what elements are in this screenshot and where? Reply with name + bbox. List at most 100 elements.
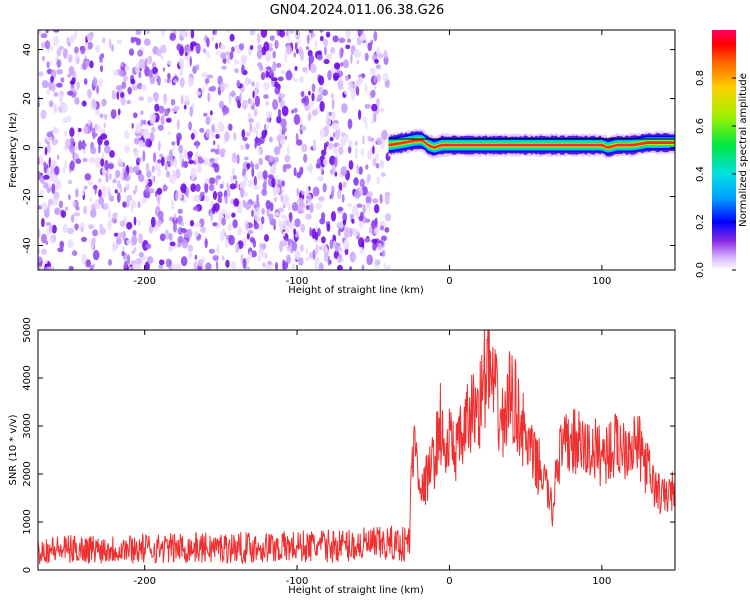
noise-speck bbox=[268, 136, 273, 143]
noise-speck bbox=[214, 30, 218, 36]
noise-speck bbox=[121, 81, 127, 89]
noise-speck bbox=[95, 156, 102, 168]
noise-speck bbox=[109, 150, 115, 158]
noise-speck bbox=[334, 157, 338, 168]
noise-speck bbox=[314, 231, 319, 241]
noise-speck bbox=[286, 254, 291, 264]
noise-speck bbox=[204, 182, 209, 194]
noise-speck bbox=[284, 154, 291, 163]
noise-speck bbox=[180, 228, 187, 233]
noise-speck bbox=[254, 137, 260, 144]
noise-speck bbox=[46, 61, 50, 69]
noise-speck bbox=[252, 185, 260, 190]
noise-speck bbox=[101, 185, 107, 192]
noise-speck bbox=[60, 210, 67, 218]
noise-speck bbox=[359, 178, 365, 188]
noise-speck bbox=[357, 51, 362, 58]
noise-speck bbox=[84, 43, 89, 49]
noise-speck bbox=[371, 103, 378, 112]
noise-speck bbox=[237, 227, 243, 236]
noise-speck bbox=[356, 164, 360, 175]
noise-speck bbox=[232, 219, 238, 229]
noise-speck bbox=[116, 39, 123, 45]
noise-speck bbox=[73, 146, 79, 151]
noise-speck bbox=[211, 123, 216, 133]
noise-speck bbox=[204, 78, 210, 84]
noise-speck bbox=[49, 46, 54, 51]
noise-speck bbox=[57, 154, 60, 160]
noise-speck bbox=[376, 47, 381, 56]
noise-speck bbox=[305, 204, 310, 211]
noise-speck bbox=[103, 122, 107, 129]
noise-speck bbox=[112, 179, 117, 184]
noise-speck bbox=[256, 193, 259, 204]
noise-speck bbox=[257, 44, 263, 52]
noise-speck bbox=[43, 161, 47, 167]
noise-speck bbox=[135, 122, 142, 134]
noise-speck bbox=[295, 30, 301, 40]
noise-speck bbox=[82, 188, 85, 196]
noise-speck bbox=[282, 259, 286, 270]
noise-speck bbox=[282, 164, 287, 173]
noise-speck bbox=[252, 90, 255, 99]
noise-speck bbox=[272, 99, 279, 110]
noise-speck bbox=[184, 94, 189, 103]
noise-speck bbox=[264, 234, 269, 242]
noise-speck bbox=[173, 78, 177, 84]
noise-speck bbox=[332, 164, 336, 175]
noise-speck bbox=[326, 223, 331, 232]
noise-speck bbox=[218, 100, 225, 109]
noise-speck bbox=[363, 237, 371, 243]
noise-speck bbox=[183, 149, 188, 159]
noise-speck bbox=[179, 192, 183, 199]
snr-ytick-label: 3000 bbox=[22, 413, 33, 438]
noise-speck bbox=[360, 148, 365, 157]
noise-speck bbox=[296, 171, 302, 179]
noise-speck bbox=[263, 82, 270, 91]
noise-speck bbox=[190, 30, 195, 39]
noise-speck bbox=[294, 218, 301, 228]
noise-speck bbox=[249, 45, 254, 50]
noise-speck bbox=[124, 260, 128, 269]
noise-speck bbox=[301, 97, 307, 104]
noise-speck bbox=[261, 208, 265, 215]
noise-speck bbox=[251, 81, 255, 87]
noise-speck bbox=[281, 180, 285, 187]
noise-speck bbox=[291, 74, 295, 79]
noise-speck bbox=[170, 198, 175, 210]
noise-speck bbox=[177, 235, 184, 244]
noise-speck bbox=[116, 91, 120, 100]
noise-speck bbox=[355, 86, 360, 96]
noise-speck bbox=[243, 191, 248, 197]
noise-speck bbox=[160, 115, 165, 126]
noise-speck bbox=[367, 190, 373, 198]
spectrogram-ytick-label: 40 bbox=[22, 43, 33, 56]
noise-speck bbox=[76, 81, 80, 90]
noise-speck bbox=[152, 67, 159, 75]
noise-speck bbox=[193, 194, 200, 202]
noise-speck bbox=[40, 33, 48, 39]
noise-speck bbox=[271, 77, 278, 82]
noise-speck bbox=[48, 100, 54, 108]
noise-speck bbox=[374, 204, 380, 214]
noise-speck bbox=[196, 139, 199, 150]
noise-speck bbox=[370, 89, 376, 98]
noise-speck bbox=[241, 129, 246, 139]
noise-speck bbox=[73, 212, 81, 217]
noise-speck bbox=[144, 261, 150, 270]
noise-speck bbox=[384, 227, 390, 233]
noise-speck bbox=[271, 177, 276, 188]
noise-speck bbox=[167, 131, 172, 136]
noise-speck bbox=[356, 210, 359, 219]
noise-speck bbox=[138, 58, 146, 70]
noise-speck bbox=[157, 75, 161, 86]
noise-speck bbox=[194, 254, 198, 260]
noise-speck bbox=[344, 90, 348, 95]
noise-speck bbox=[319, 218, 326, 225]
noise-speck bbox=[62, 117, 68, 124]
noise-speck bbox=[56, 48, 62, 57]
noise-speck bbox=[347, 38, 351, 43]
noise-speck bbox=[312, 141, 316, 150]
noise-speck bbox=[104, 205, 108, 210]
noise-speck bbox=[85, 60, 90, 68]
